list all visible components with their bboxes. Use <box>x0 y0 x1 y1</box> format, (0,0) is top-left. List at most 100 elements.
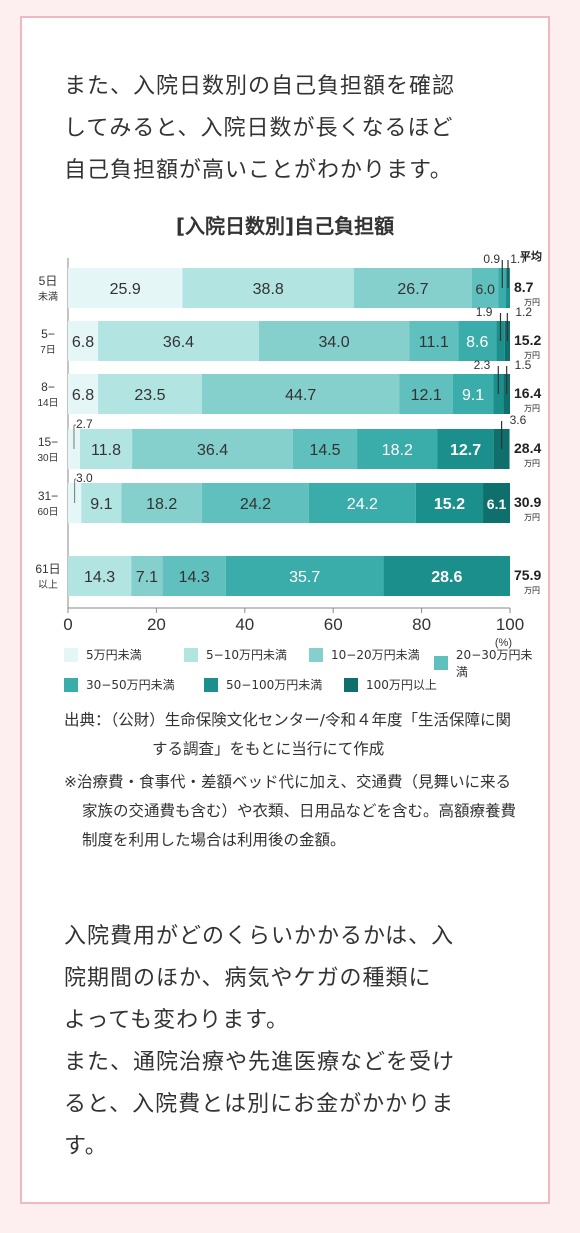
bar-segment <box>415 483 484 523</box>
callout-label: 2.7 <box>76 417 93 431</box>
category-label: 31− <box>38 489 58 503</box>
data-label: 6.0 <box>476 281 496 297</box>
callout-label: 1.7 <box>510 252 527 266</box>
data-label: 6.1 <box>487 496 507 512</box>
bar-segment <box>483 483 510 523</box>
data-label: 38.8 <box>253 281 284 298</box>
source-block: 出典：（公財）生命保険文化センター/令和４年度「生活保障に関する調査」をもとに当… <box>64 706 524 855</box>
x-tick-label: 20 <box>147 615 166 634</box>
legend-item: 5万円未満 <box>64 646 142 663</box>
data-label: 8.6 <box>466 334 488 351</box>
average-unit: 万円 <box>524 513 540 522</box>
bar-segment <box>121 483 202 523</box>
data-label: 25.9 <box>110 281 141 298</box>
bar-segment <box>409 321 459 361</box>
average-value: 75.9 <box>514 567 541 583</box>
category-label: 30日 <box>37 453 58 464</box>
outro-text: 入院費用がどのくらいかかるかは、入 院期間のほか、病気やケガの種類に よっても変… <box>64 924 456 1159</box>
data-label: 14.3 <box>179 569 210 586</box>
data-label: 24.2 <box>347 496 378 513</box>
data-label: 18.2 <box>382 442 413 459</box>
category-label: 60日 <box>37 507 58 518</box>
data-label: 11.8 <box>91 442 121 459</box>
bar-segment <box>225 556 384 596</box>
data-label: 12.1 <box>411 387 442 404</box>
bar-segment <box>68 268 183 308</box>
average-value: 15.2 <box>514 332 541 348</box>
callout-label: 3.6 <box>510 413 527 427</box>
data-label: 26.7 <box>397 281 428 298</box>
category-label: 8− <box>41 380 55 394</box>
x-tick-label: 40 <box>235 615 254 634</box>
data-label: 36.4 <box>197 442 228 459</box>
bar-segment <box>68 374 99 414</box>
bar-segment <box>79 429 133 469</box>
average-unit: 万円 <box>524 404 540 413</box>
bar-segment <box>399 374 453 414</box>
legend-label: 50−100万円未満 <box>226 678 323 692</box>
content-card: また、入院日数別の自己負担額を確認 してみると、入院日数が長くなるほど 自己負担… <box>20 16 550 1204</box>
legend-label: 5−10万円未満 <box>206 648 287 662</box>
bar-segment <box>292 429 358 469</box>
data-label: 11.1 <box>419 334 449 351</box>
x-unit-label: (%) <box>495 637 512 649</box>
data-label: 6.8 <box>72 334 94 351</box>
data-label: 24.2 <box>240 496 271 513</box>
average-header: 平均 <box>520 249 542 263</box>
bar-segment <box>68 556 132 596</box>
data-label: 44.7 <box>285 387 316 404</box>
legend-swatch <box>204 677 218 692</box>
bar-segment <box>458 321 497 361</box>
legend-item: 50−100万円未満 <box>204 676 322 693</box>
bar-segment <box>353 268 472 308</box>
bar-segment <box>201 374 400 414</box>
callout-label: 1.9 <box>476 305 493 319</box>
legend-swatch <box>309 647 323 662</box>
bar-segment <box>383 556 510 596</box>
source-text: 出典：（公財）生命保険文化センター/令和４年度「生活保障に関する調査」をもとに当… <box>64 711 511 758</box>
chart-title: [入院日数別]自己負担額 <box>175 214 395 238</box>
bar-segment <box>68 321 99 361</box>
legend-item: 100万円以上 <box>344 676 437 693</box>
bar-segment <box>81 483 122 523</box>
category-label: 5日 <box>39 274 58 288</box>
legend-swatch <box>344 677 358 692</box>
callout-label: 0.9 <box>483 252 500 266</box>
bar-segment <box>452 374 494 414</box>
callout-label: 1.5 <box>515 358 532 372</box>
x-tick-label: 0 <box>63 615 72 634</box>
legend-label: 100万円以上 <box>366 678 437 692</box>
data-label: 9.1 <box>462 387 484 404</box>
average-unit: 万円 <box>524 351 540 360</box>
legend-swatch <box>434 656 448 670</box>
legend-swatch <box>64 647 78 662</box>
legend-item: 30−50万円未満 <box>64 676 175 693</box>
x-tick-label: 80 <box>412 615 431 634</box>
category-label: 61日 <box>35 562 60 576</box>
legend-swatch <box>64 677 78 692</box>
bar-segment <box>437 429 494 469</box>
average-value: 16.4 <box>514 385 541 401</box>
category-label: 15− <box>38 435 58 449</box>
data-label: 6.8 <box>72 387 94 404</box>
x-tick-label: 100 <box>496 615 524 634</box>
bar-segment <box>471 268 499 308</box>
legend-label: 5万円未満 <box>86 648 142 662</box>
legend-item: 20−30万円未満 <box>434 646 544 680</box>
data-label: 14.5 <box>309 442 340 459</box>
intro-text: また、入院日数別の自己負担額を確認 してみると、入院日数が長くなるほど 自己負担… <box>64 74 456 183</box>
average-unit: 万円 <box>524 298 540 307</box>
average-value: 28.4 <box>514 440 541 456</box>
bar-segment <box>357 429 438 469</box>
bar-segment <box>98 374 202 414</box>
data-label: 7.1 <box>136 569 158 586</box>
bar-segment <box>258 321 410 361</box>
bar-segment <box>201 483 309 523</box>
data-label: 28.6 <box>431 569 462 586</box>
x-tick-label: 60 <box>324 615 343 634</box>
data-label: 12.7 <box>450 442 481 459</box>
data-label: 15.2 <box>434 496 465 513</box>
note-text: ※治療費・食事代・差額ベッド代に加え、交通費（見舞いに来る家族の交通費も含む）や… <box>64 773 517 849</box>
legend-label: 10−20万円未満 <box>331 648 420 662</box>
